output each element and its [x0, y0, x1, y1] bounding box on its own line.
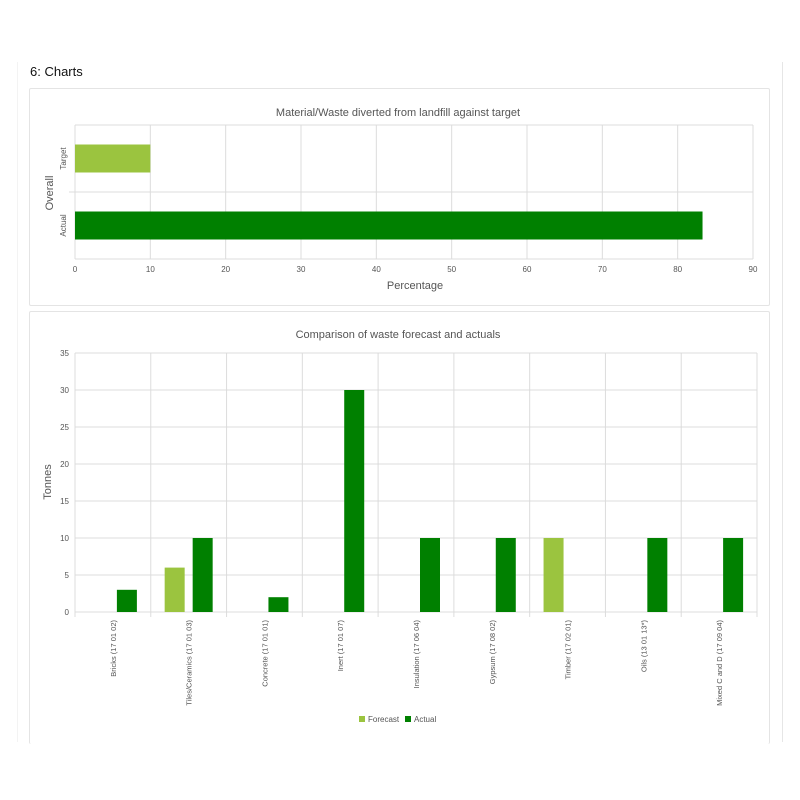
bar-forecast — [164, 567, 185, 612]
y-tick-label: 30 — [60, 386, 69, 395]
category-label: Mixed C and D (17 09 04) — [715, 620, 724, 706]
legend-swatch-forecast — [359, 716, 365, 722]
legend-swatch-actual — [405, 716, 411, 722]
x-tick-label: 20 — [221, 265, 230, 274]
y-tick-label: 0 — [65, 608, 70, 617]
x-tick-label: 30 — [297, 265, 306, 274]
y-tick-label: 25 — [60, 423, 69, 432]
chart-title: Comparison of waste forecast and actuals — [296, 329, 501, 341]
y-axis-label: Tonnes — [42, 464, 54, 500]
bar-actual — [723, 538, 744, 612]
y-tick-label: 15 — [60, 497, 69, 506]
category-label: Target — [59, 147, 68, 170]
category-label: Actual — [59, 214, 68, 236]
x-tick-label: 80 — [673, 265, 682, 274]
comparison-chart: Comparison of waste forecast and actuals… — [42, 329, 758, 724]
category-label: Inert (17 01 07) — [336, 619, 345, 671]
category-label: Concrete (17 01 01) — [260, 620, 269, 687]
x-tick-label: 0 — [73, 265, 78, 274]
bar-actual — [116, 589, 137, 612]
bar-actual — [268, 597, 289, 612]
bar-actual — [75, 211, 703, 240]
diverted-chart: Material/Waste diverted from landfill ag… — [44, 107, 758, 292]
comparison-chart-panel: Comparison of waste forecast and actuals… — [29, 311, 770, 744]
x-tick-label: 70 — [598, 265, 607, 274]
bar-actual — [495, 538, 516, 612]
category-label: Bricks (17 01 02) — [109, 620, 118, 677]
legend: Forecast Actual — [359, 715, 436, 724]
category-label: Oils (13 01 13*) — [639, 619, 648, 672]
bar-actual — [420, 538, 440, 612]
y-tick-label: 10 — [60, 534, 69, 543]
bar-forecast — [543, 538, 564, 612]
legend-label: Actual — [414, 715, 436, 724]
x-tick-label: 90 — [749, 265, 758, 274]
x-tick-label: 10 — [146, 265, 155, 274]
category-label: Tiles/Ceramics (17 01 03) — [185, 620, 194, 706]
y-tick-label: 5 — [65, 571, 70, 580]
page-frame — [17, 62, 783, 742]
bar-actual — [344, 390, 365, 612]
diverted-chart-panel: Material/Waste diverted from landfill ag… — [29, 88, 770, 306]
category-label: Gypsum (17 08 02) — [488, 620, 497, 685]
x-tick-label: 40 — [372, 265, 381, 274]
bar-target — [75, 144, 151, 173]
y-tick-label: 35 — [60, 349, 69, 358]
x-axis-label: Percentage — [387, 280, 443, 292]
y-tick-label: 20 — [60, 460, 69, 469]
bar-actual — [192, 538, 213, 612]
x-tick-label: 50 — [447, 265, 456, 274]
category-label: Insulation (17 06 04) — [412, 620, 421, 689]
section-title: 6: Charts — [30, 64, 83, 79]
chart-title: Material/Waste diverted from landfill ag… — [276, 107, 520, 119]
legend-label: Forecast — [368, 715, 400, 724]
category-label: Timber (17 02 01) — [564, 620, 573, 680]
y-axis-label: Overall — [44, 176, 56, 211]
bar-actual — [647, 538, 668, 612]
x-tick-label: 60 — [523, 265, 532, 274]
